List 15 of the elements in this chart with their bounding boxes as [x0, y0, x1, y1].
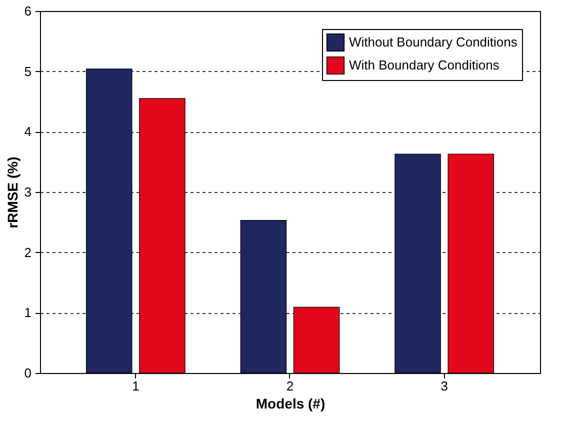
x-tick-label: 3: [440, 378, 448, 394]
y-tick-label: 5: [24, 64, 32, 79]
y-tick-label: 0: [24, 366, 32, 380]
bar: [448, 154, 494, 374]
x-tick-label: 1: [132, 378, 140, 394]
y-tick-label: 3: [24, 184, 32, 200]
x-tick-label: 2: [286, 378, 294, 394]
y-axis-title: rRMSE (%): [4, 156, 20, 228]
y-tick-label: 6: [24, 4, 32, 18]
legend-label: Without Boundary Conditions: [349, 34, 518, 50]
x-axis-title: Models (#): [256, 396, 326, 412]
legend-label: With Boundary Conditions: [349, 58, 500, 72]
y-tick-label: 4: [24, 124, 32, 140]
y-tick-label: 1: [24, 305, 32, 320]
y-tick-label: 2: [24, 244, 32, 260]
